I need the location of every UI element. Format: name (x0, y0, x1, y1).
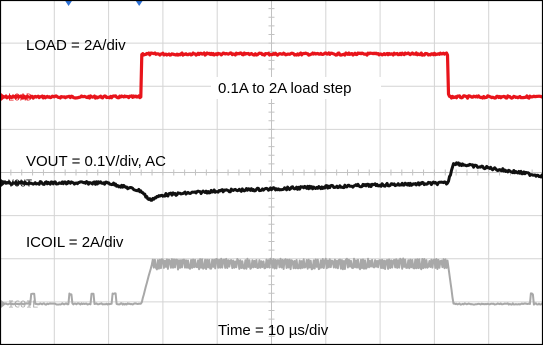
annotation-texts: LOAD = 2A/div 0.1A to 2A load step VOUT … (26, 37, 381, 339)
trace-vout (0, 161, 543, 202)
channel-arrow-icon (1, 93, 6, 101)
channel-marker-load: LOAD (1, 93, 32, 104)
vout-scale-label: VOUT = 0.1V/div, AC (26, 153, 166, 170)
trigger-marker-icon (135, 0, 144, 6)
channel-arrow-icon (1, 179, 6, 187)
channel-marker-label: LOAD (8, 93, 32, 104)
trace-icoil (0, 257, 543, 306)
load-scale-label: LOAD = 2A/div (26, 37, 126, 54)
load-step-label: 0.1A to 2A load step (218, 80, 351, 97)
trace-load (0, 51, 543, 100)
channel-marker-label: ICOIL (8, 300, 38, 311)
channel-marker-icoil: ICOIL (1, 300, 38, 311)
channel-marker-vout: VOUT (1, 179, 32, 190)
channel-arrow-icon (1, 300, 6, 308)
channel-marker-label: VOUT (8, 179, 32, 190)
icoil-scale-label: ICOIL = 2A/div (26, 234, 124, 251)
time-scale-label: Time = 10 µs/div (218, 322, 329, 339)
waveform-traces (0, 51, 543, 306)
cursor-marker-icon (64, 0, 73, 6)
load-step-label-backing (211, 77, 381, 99)
channel-markers: LOAD VOUT ICOIL (1, 0, 144, 311)
